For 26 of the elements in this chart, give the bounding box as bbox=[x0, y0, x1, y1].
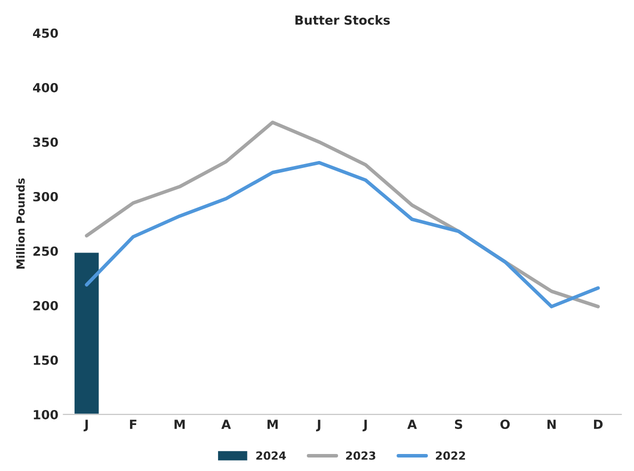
y-tick-label: 200 bbox=[33, 300, 58, 310]
y-tick-label: 250 bbox=[33, 246, 58, 256]
chart-title: Butter Stocks bbox=[295, 15, 390, 25]
y-tick-label: 300 bbox=[33, 192, 58, 202]
line-series bbox=[84, 160, 600, 308]
x-tick-label: F bbox=[130, 420, 136, 429]
x-tick-label: O bbox=[500, 420, 510, 430]
x-tick-label: J bbox=[362, 420, 367, 432]
x-tick-label: A bbox=[407, 420, 417, 429]
x-tick-label: D bbox=[594, 420, 603, 429]
x-tick-label: M bbox=[174, 420, 185, 429]
legend-label: 2024 bbox=[256, 451, 286, 460]
legend-label: 2023 bbox=[346, 451, 376, 460]
legend-label: 2022 bbox=[436, 451, 466, 460]
x-tick-label: N bbox=[548, 420, 556, 429]
x-tick-label: J bbox=[316, 420, 320, 432]
x-tick-label: A bbox=[221, 420, 231, 429]
y-tick-label: 450 bbox=[33, 28, 58, 38]
y-tick-label: 150 bbox=[34, 355, 58, 365]
y-tick-label: 350 bbox=[33, 137, 58, 147]
y-axis-title: Million Pounds bbox=[16, 178, 25, 269]
y-tick-label: 400 bbox=[33, 82, 58, 92]
x-tick-label: J bbox=[84, 420, 88, 432]
x-tick-label: S bbox=[454, 420, 462, 430]
y-tick-label: 100 bbox=[34, 410, 58, 420]
x-tick-label: M bbox=[268, 420, 278, 429]
